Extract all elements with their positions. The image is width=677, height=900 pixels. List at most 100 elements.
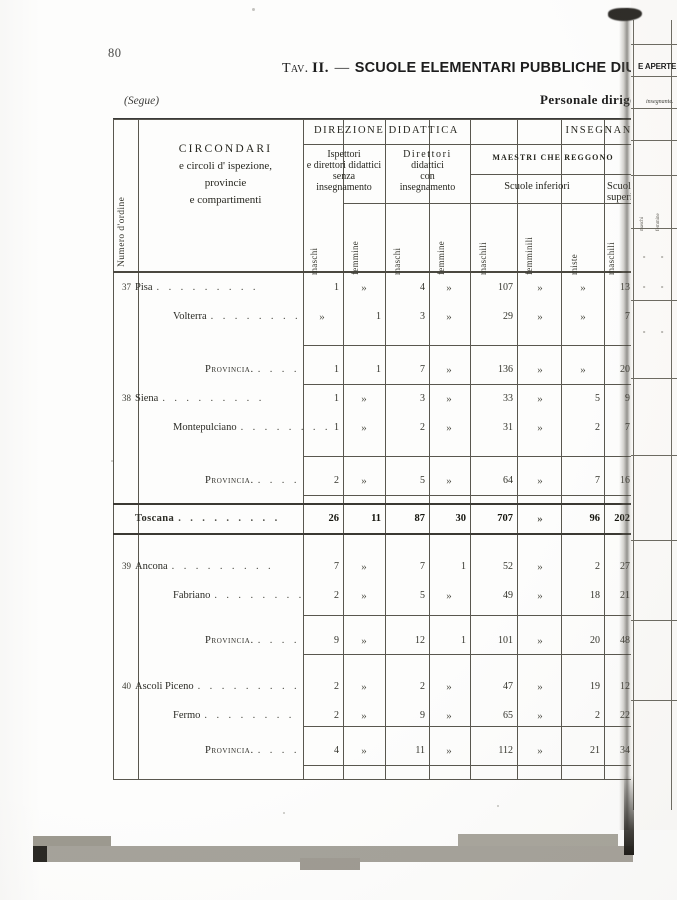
table-cell: 3 — [420, 393, 425, 404]
group-header-direzione: DIREZIONE DIDATTICA — [313, 125, 459, 136]
table-row-label: Volterra. . . . . . . . — [173, 311, 301, 322]
table-cell: 12 — [415, 635, 425, 646]
subheader-direttori-l2: didattici — [411, 160, 444, 171]
subheader-direttori-l4: insegnamento — [399, 182, 456, 193]
table-cell: 5 — [420, 475, 425, 486]
table-cell: 707 — [497, 513, 513, 524]
table-cell: 1 — [334, 282, 339, 293]
table-cell: 2 — [334, 590, 339, 601]
next-page-value: » — [643, 330, 646, 335]
table-cell: » — [537, 590, 543, 602]
subheader-direttori: Direttori didattici con insegnamento — [385, 149, 470, 193]
table-cell: 2 — [595, 422, 600, 433]
table-cell: 107 — [498, 282, 513, 293]
table-cell: » — [537, 745, 543, 757]
continuation-note: (Segue) — [124, 95, 160, 107]
leader-dots: . . . . . . . . — [204, 710, 295, 721]
table-cell: » — [361, 745, 367, 757]
subheader-direttori-l3: con — [420, 171, 435, 182]
table-cell: » — [537, 364, 543, 376]
next-page-surface: maschi femmine » » » » » » — [631, 0, 677, 830]
row-name: Fermo — [173, 710, 201, 721]
table-cell: 2 — [334, 710, 339, 721]
scan-artifact-bottom-tab — [300, 858, 360, 870]
column-caption-7: maschili — [606, 242, 616, 275]
table-cell: » — [319, 311, 325, 323]
table-cell: 2 — [334, 681, 339, 692]
leader-dots: . . . . . . . . . — [162, 393, 265, 404]
next-page-value: » — [643, 285, 646, 290]
subheader-scuole-inferiori: Scuole inferiori — [504, 181, 570, 192]
table-cell: 52 — [503, 561, 513, 572]
table-cell: 2 — [334, 475, 339, 486]
table-row-label: Ancona. . . . . . . . . — [135, 561, 274, 572]
table-cell: » — [537, 710, 543, 722]
row-name: Montepulciano — [173, 422, 237, 433]
row-name: Provincia. — [205, 475, 254, 486]
row-name: Provincia. — [205, 635, 254, 646]
stub-line-3: provincie — [204, 177, 247, 189]
row-ordinal: 40 — [122, 681, 131, 691]
table-row-label: Siena. . . . . . . . . — [135, 393, 265, 404]
subheader-ispettori: Ispettori e direttori didattici senza in… — [303, 149, 385, 193]
stub-line-4: e compartimenti — [189, 194, 262, 206]
curled-title-fragment: E APERTE D — [638, 62, 677, 71]
scan-artifact-bottom-left — [33, 836, 111, 848]
title-numeral: II. — [312, 60, 329, 76]
table-cell: 101 — [498, 635, 513, 646]
stub-line-2: e circoli d' ispezione, — [178, 160, 272, 172]
table-cell: » — [580, 282, 586, 294]
table-cell: » — [580, 364, 586, 376]
leader-dots: . . . . . . . . — [240, 422, 331, 433]
table-cell: » — [537, 475, 543, 487]
column-caption-5: femminili — [524, 236, 534, 275]
table-cell: » — [537, 513, 543, 525]
row-name: Toscana — [135, 513, 175, 524]
row-name: Fabriano — [173, 590, 211, 601]
table-cell: » — [537, 561, 543, 573]
table-cell: » — [446, 282, 452, 294]
table-cell: 33 — [503, 393, 513, 404]
next-page-value: » — [661, 330, 664, 335]
title-prefix: Tav. — [282, 61, 309, 76]
table-cell: 7 — [334, 561, 339, 572]
table-cell: 11 — [415, 745, 425, 756]
table-cell: 65 — [503, 710, 513, 721]
scan-fleck — [283, 812, 285, 814]
table-row-label: Ascoli Piceno. . . . . . . . . — [135, 681, 300, 692]
table-cell: 2 — [420, 681, 425, 692]
leader-dots: . . . . — [257, 635, 300, 646]
table-cell: » — [361, 590, 367, 602]
row-name: Siena — [135, 393, 159, 404]
scan-artifact-bottom-band — [33, 846, 633, 862]
table-cell: 1 — [376, 364, 381, 375]
stub-line-1: CIRCONDARI — [178, 143, 273, 155]
subheader-direttori-l1: Direttori — [403, 149, 452, 160]
table-cell: 1 — [334, 364, 339, 375]
table-cell: 4 — [334, 745, 339, 756]
table-cell: 2 — [595, 561, 600, 572]
table-row-label: Montepulciano. . . . . . . . — [173, 422, 331, 433]
column-caption-0: maschi — [309, 247, 319, 275]
table-cell: 7 — [420, 561, 425, 572]
leader-dots: . . . . — [257, 475, 300, 486]
table-cell: 1 — [461, 561, 466, 572]
table-row-label: Provincia.. . . . — [205, 635, 300, 646]
table-cell: 5 — [420, 590, 425, 601]
table-cell: 18 — [590, 590, 600, 601]
next-page-value: » — [661, 255, 664, 260]
table-row-label: Provincia.. . . . — [205, 745, 300, 756]
table-row-label: Provincia.. . . . — [205, 364, 300, 375]
table-cell: 3 — [420, 311, 425, 322]
column-caption-1: femmine — [350, 240, 360, 275]
column-caption-4: maschili — [478, 242, 488, 275]
statistics-table: Numero d'ordine CIRCONDARI e circoli d' … — [113, 119, 671, 780]
table-cell: 2 — [420, 422, 425, 433]
next-page-value: » — [643, 255, 646, 260]
table-cell: » — [361, 393, 367, 405]
scan-artifact-bottom-right — [458, 834, 618, 848]
table-cell: 87 — [414, 513, 426, 524]
row-ordinal: 39 — [122, 561, 131, 571]
table-cell: » — [446, 590, 452, 602]
